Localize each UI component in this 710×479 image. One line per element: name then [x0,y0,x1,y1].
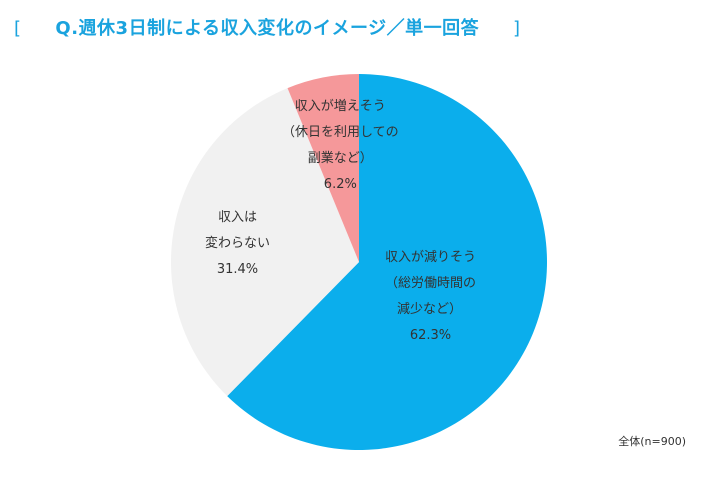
slice-label-decrease: 収入が減りそう （総労働時間の 減少など） 62.3% [385,245,476,349]
slice-label-unchanged: 収入は 変わらない 31.4% [205,205,270,283]
slice-label-line: 変わらない [205,236,271,251]
chart-title: [ Q.週休3日制による収入変化のイメージ／単一回答 ] [14,14,521,40]
slice-label-line: 収入は [218,210,258,225]
sample-size-note: 全体(n=900) [618,435,686,448]
slice-label-line: 副業など） [307,151,373,166]
pie-slice-decrease [227,74,548,450]
slice-value-label: 62.3% [409,328,452,343]
slice-label-line: 収入が増えそう [294,99,386,114]
slice-label-line: （休日を利用しての [282,125,399,140]
slice-label-increase: 収入が増えそう （休日を利用しての 副業など） 6.2% [282,94,399,198]
slice-label-line: （総労働時間の [385,276,477,291]
chart-title-text: Q.週休3日制による収入変化のイメージ／単一回答 [55,18,480,39]
slice-value-label: 31.4% [216,262,259,277]
slice-value-label: 6.2% [323,177,357,192]
title-bracket-open: [ [14,18,22,39]
slice-label-line: 減少など） [397,302,463,317]
pie-slice-increase [287,74,359,262]
title-bracket-close: ] [513,18,521,39]
pie-slice-unchanged [170,88,359,397]
slice-label-line: 収入が減りそう [385,250,477,265]
